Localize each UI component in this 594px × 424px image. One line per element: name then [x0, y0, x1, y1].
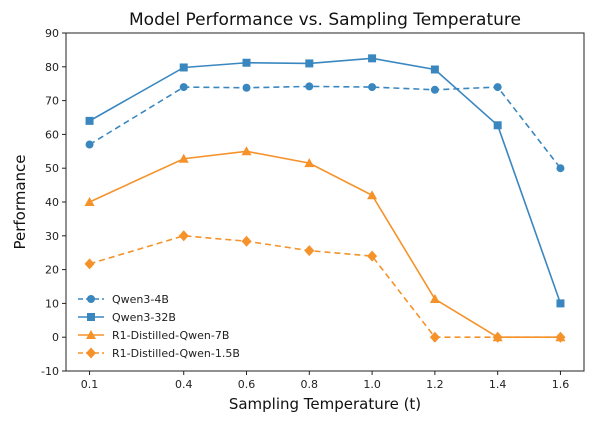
- legend: Qwen3-4B Qwen3-32B R1-Distilled-Qwen-7B R1-…: [78, 293, 240, 360]
- data-point: [84, 197, 95, 206]
- y-tick-label: 90: [45, 27, 59, 40]
- data-point: [304, 245, 315, 257]
- data-point: [430, 65, 439, 74]
- legend-label: R1-Distilled-Qwen-1.5B: [112, 347, 240, 360]
- data-point: [493, 83, 502, 92]
- x-tick-label: 1.6: [552, 378, 570, 391]
- y-tick-label: 50: [45, 162, 59, 175]
- data-point: [304, 158, 315, 168]
- data-point: [368, 54, 377, 63]
- data-point: [179, 83, 188, 92]
- data-point: [85, 140, 94, 149]
- x-tick-label: 0.4: [175, 378, 193, 391]
- data-point: [241, 146, 252, 156]
- data-point: [493, 121, 502, 130]
- x-tick-label: 1.2: [426, 378, 444, 391]
- x-tick-label: 0.6: [238, 378, 256, 391]
- y-tick-label: 20: [45, 264, 59, 277]
- x-tick-label: 0.1: [81, 378, 99, 391]
- series-line-2: [89, 57, 562, 304]
- legend-marker: [87, 313, 95, 321]
- y-tick-label: -10: [41, 365, 59, 378]
- data-point: [430, 85, 439, 94]
- legend-marker: [86, 330, 96, 339]
- y-tick-label: 60: [45, 128, 59, 141]
- data-point: [242, 58, 251, 67]
- y-axis-title: Performance: [11, 154, 29, 249]
- y-tick-label: 0: [52, 331, 59, 344]
- y-tick-label: 70: [45, 95, 59, 108]
- data-point: [367, 190, 378, 200]
- data-point: [556, 299, 565, 308]
- y-tick-label: 40: [45, 196, 59, 209]
- data-point: [242, 83, 251, 92]
- data-point: [85, 116, 94, 125]
- legend-marker: [86, 347, 96, 359]
- legend-label: Qwen3-32B: [112, 311, 176, 324]
- series-line-3: [89, 150, 561, 339]
- data-point: [241, 235, 252, 247]
- legend-label: R1-Distilled-Qwen-7B: [112, 329, 229, 342]
- data-point: [429, 294, 440, 304]
- data-point: [556, 164, 565, 173]
- data-point: [305, 59, 314, 68]
- data-point: [84, 258, 95, 270]
- data-point: [178, 153, 189, 163]
- data-point: [368, 83, 377, 92]
- series-line-4: [89, 234, 561, 339]
- x-tick-label: 1.0: [363, 378, 381, 391]
- x-axis-title: Sampling Temperature (t): [229, 395, 421, 413]
- plot-area: -10 0 10 20 30 40 50 60 70 80 90 0.1 0.4 0.6 0.8 1.0 1.2…: [41, 27, 585, 391]
- data-point: [178, 230, 189, 242]
- data-point: [367, 250, 378, 262]
- data-point: [429, 331, 440, 343]
- y-tick-label: 10: [45, 297, 59, 310]
- chart-title: Model Performance vs. Sampling Temperatu…: [129, 10, 521, 30]
- data-point: [492, 331, 503, 343]
- x-tick-label: 0.8: [301, 378, 319, 391]
- data-point: [555, 331, 566, 343]
- legend-marker: [87, 295, 95, 303]
- legend-label: Qwen3-4B: [112, 293, 169, 306]
- data-point: [179, 63, 188, 72]
- y-tick-label: 30: [45, 230, 59, 243]
- data-point: [305, 82, 314, 91]
- x-tick-label: 1.4: [489, 378, 507, 391]
- series-line-1: [89, 85, 562, 169]
- y-tick-label: 80: [45, 61, 59, 74]
